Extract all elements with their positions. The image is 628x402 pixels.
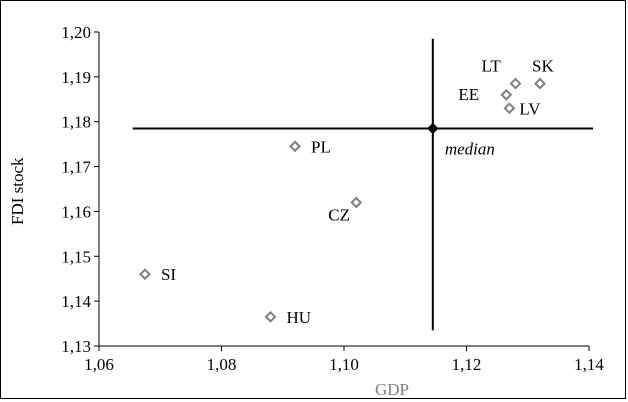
point-label-lv: LV [519,99,541,118]
x-tick-label: 1,14 [574,355,604,374]
point-label-pl: PL [311,137,331,156]
y-tick-label: 1,18 [61,113,91,132]
y-tick-label: 1,19 [61,68,91,87]
point-label-hu: HU [287,308,312,327]
y-tick-label: 1,17 [61,158,91,177]
point-label-ee: EE [458,85,479,104]
y-tick-label: 1,14 [61,292,91,311]
x-tick-label: 1,12 [452,355,482,374]
y-tick-label: 1,13 [61,337,91,356]
point-label-si: SI [161,265,176,284]
y-tick-label: 1,20 [61,23,91,42]
x-tick-label: 1,10 [329,355,359,374]
point-label-sk: SK [532,57,554,76]
y-axis-title: FDI stock [8,157,27,225]
point-label-lt: LT [482,57,502,76]
median-marker [427,122,439,135]
x-tick-label: 1,08 [207,355,237,374]
data-point-hu [264,310,277,323]
data-point-si [139,268,151,281]
data-point-cz [350,196,363,209]
point-label-cz: CZ [328,205,350,224]
y-tick-label: 1,15 [61,247,91,266]
y-tick-label: 1,16 [61,202,91,221]
data-point-pl [289,140,301,153]
data-point-lv [503,102,516,115]
x-axis-title: GDP [375,380,409,399]
data-point-lt [509,77,522,90]
median-annotation: median [445,139,495,158]
data-point-sk [534,77,546,90]
data-point-ee [500,88,513,101]
x-tick-label: 1,06 [84,355,114,374]
